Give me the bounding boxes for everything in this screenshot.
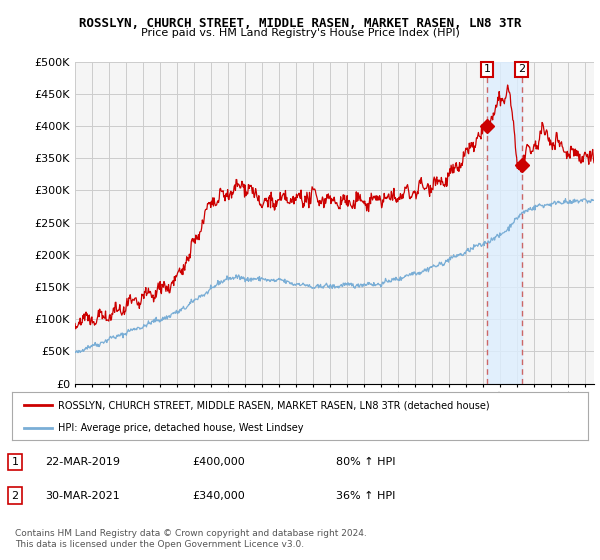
Text: £340,000: £340,000 (192, 491, 245, 501)
Bar (487, 62, 521, 384)
Text: 1: 1 (11, 457, 19, 467)
Text: Price paid vs. HM Land Registry's House Price Index (HPI): Price paid vs. HM Land Registry's House … (140, 28, 460, 38)
Text: Contains HM Land Registry data © Crown copyright and database right 2024.
This d: Contains HM Land Registry data © Crown c… (15, 529, 367, 549)
Text: 2: 2 (11, 491, 19, 501)
Text: HPI: Average price, detached house, West Lindsey: HPI: Average price, detached house, West… (58, 423, 304, 433)
Text: £400,000: £400,000 (192, 457, 245, 467)
Text: ROSSLYN, CHURCH STREET, MIDDLE RASEN, MARKET RASEN, LN8 3TR (detached house): ROSSLYN, CHURCH STREET, MIDDLE RASEN, MA… (58, 400, 490, 410)
Text: 2: 2 (518, 64, 525, 74)
Text: 36% ↑ HPI: 36% ↑ HPI (336, 491, 395, 501)
Text: 80% ↑ HPI: 80% ↑ HPI (336, 457, 395, 467)
Text: 22-MAR-2019: 22-MAR-2019 (45, 457, 120, 467)
Text: 1: 1 (484, 64, 491, 74)
Text: ROSSLYN, CHURCH STREET, MIDDLE RASEN, MARKET RASEN, LN8 3TR: ROSSLYN, CHURCH STREET, MIDDLE RASEN, MA… (79, 17, 521, 30)
Text: 30-MAR-2021: 30-MAR-2021 (45, 491, 120, 501)
